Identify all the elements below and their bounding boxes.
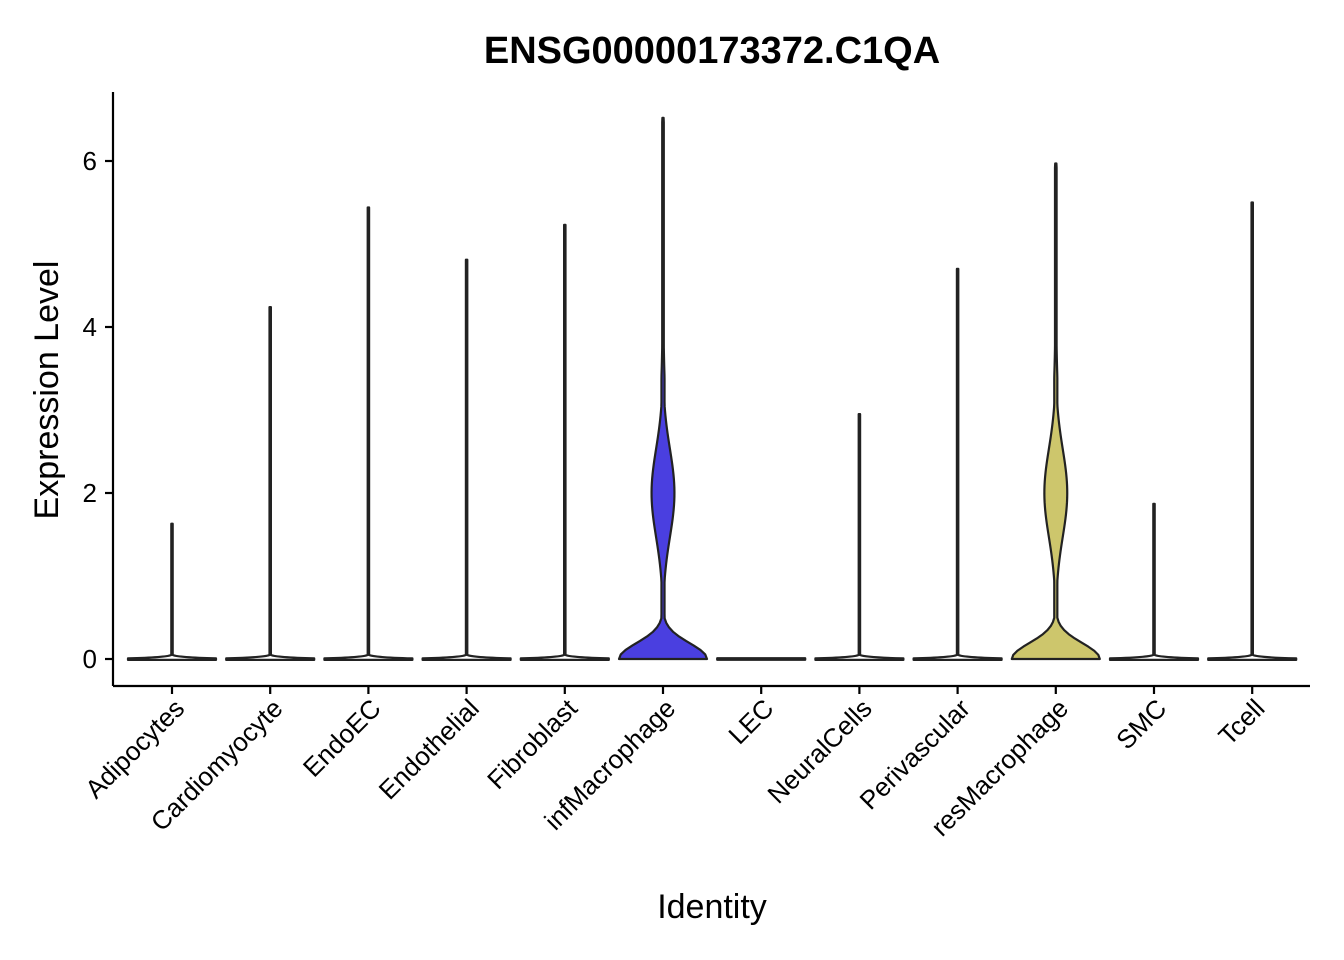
violin-lec [716, 657, 807, 661]
violin-adipocytes [126, 522, 218, 661]
violin-smc [1108, 502, 1200, 661]
y-axis-label: Expression Level [28, 261, 66, 520]
violin-infmacrophage [617, 116, 709, 661]
y-tick-label: 0 [83, 644, 97, 674]
violin-cardiomyocyte [225, 305, 316, 661]
violins-layer [126, 116, 1298, 661]
x-tick-label: LEC [722, 693, 779, 750]
violin-tcell [1207, 201, 1298, 661]
y-tick-label: 4 [83, 312, 97, 342]
violin-endothelial [421, 258, 512, 661]
x-axis-label: Identity [657, 888, 767, 926]
violin-endoec [323, 206, 414, 661]
x-tick-label: Tcell [1212, 693, 1270, 751]
x-tick-label: Fibroblast [481, 692, 583, 794]
x-tick-label: SMC [1110, 693, 1172, 755]
y-tick-label: 2 [83, 478, 97, 508]
y-tick-label: 6 [83, 146, 97, 176]
violin-resmacrophage [1010, 162, 1101, 661]
violin-perivascular [912, 267, 1003, 661]
x-tick-label: Endothelial [373, 693, 485, 805]
chart-title: ENSG00000173372.C1QA [484, 30, 940, 72]
violin-neuralcells [814, 413, 905, 661]
violin-fibroblast [519, 223, 610, 661]
x-tick-label: EndoEC [297, 693, 387, 783]
